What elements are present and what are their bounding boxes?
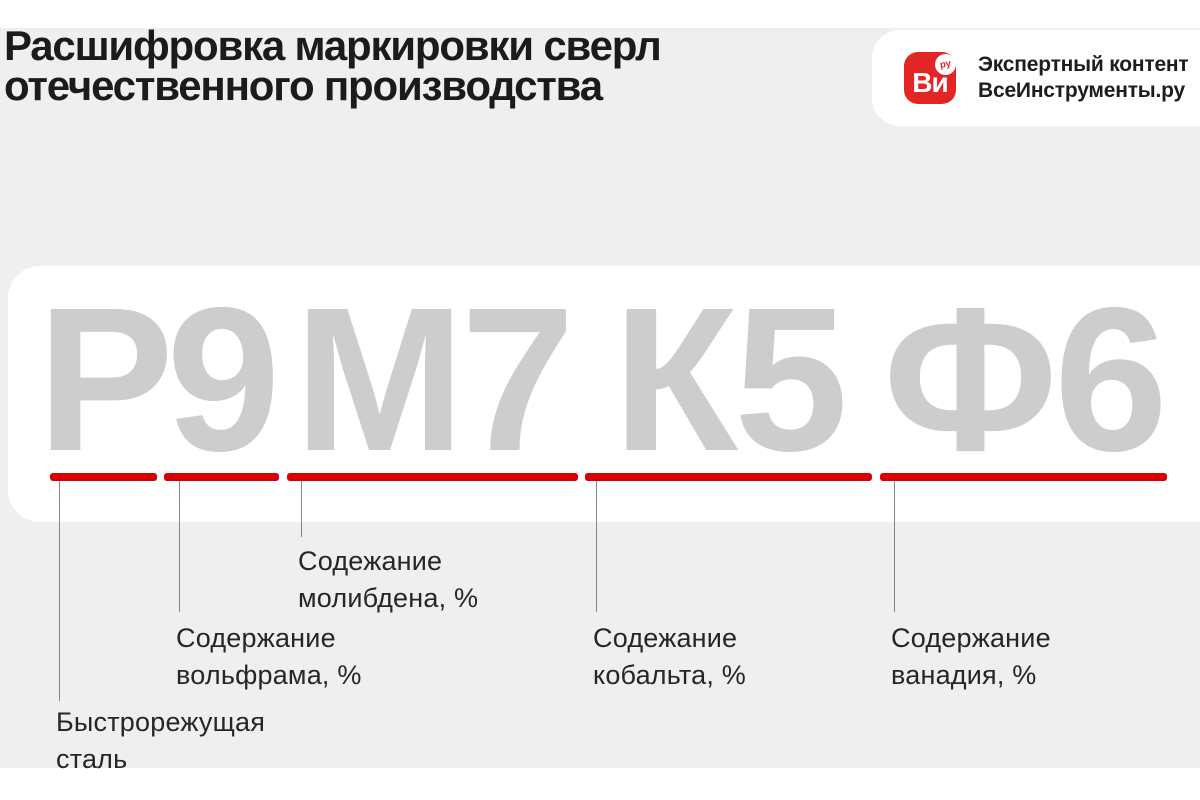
page-title: Расшифровка маркировки сверл отечественн… <box>4 22 662 109</box>
marking-card: Р 9 М7 К5 Ф6 <box>8 266 1200 522</box>
marking-group-steel: Р <box>37 265 174 494</box>
brand-card: Ви ру Экспертный контент ВсеИнструменты.… <box>872 30 1200 126</box>
marking-group-tungsten: 9 <box>164 265 281 494</box>
callout-label-steel: Быстрорежущая сталь <box>56 707 266 774</box>
callout-line-tungsten <box>179 481 180 612</box>
marking-group-cobalt: К5 <box>585 265 872 494</box>
marking-group-vanadium: Ф6 <box>880 265 1168 494</box>
brand-name: ВсеИнструменты.ру <box>978 79 1185 102</box>
marking-letters: Ф6 <box>883 265 1168 494</box>
marking-underline <box>585 473 872 481</box>
brand-text-block: Экспертный контент ВсеИнструменты.ру <box>978 52 1189 104</box>
marking-underline <box>50 473 157 481</box>
page-title-line1: Расшифровка маркировки сверл <box>4 22 662 69</box>
brand-tagline: Экспертный контент <box>978 53 1189 76</box>
callout-line-vanadium <box>894 481 895 612</box>
marking-group-molybdenum: М7 <box>287 265 578 494</box>
callout-label-vanadium: Содержание ванадия, % <box>891 623 1051 690</box>
marking-letters: 9 <box>166 265 280 494</box>
callout-line-molybdenum <box>301 481 302 537</box>
marking-underline <box>164 473 279 481</box>
callout-label-tungsten: Содержание вольфрама, % <box>176 623 362 690</box>
callout-label-cobalt: Содежание кобальта, % <box>593 623 746 690</box>
marking-letters: Р <box>37 265 174 494</box>
page-title-line2: отечественного производства <box>4 62 603 109</box>
brand-logo-icon: Ви ру <box>904 52 958 104</box>
marking-underline <box>287 473 578 481</box>
callout-line-steel <box>59 481 60 701</box>
marking-letters: К5 <box>612 265 848 494</box>
marking-letters: М7 <box>294 265 575 494</box>
marking-underline <box>880 473 1167 481</box>
callout-label-molybdenum: Содежание молибдена, % <box>298 546 479 613</box>
callout-line-cobalt <box>596 481 597 612</box>
